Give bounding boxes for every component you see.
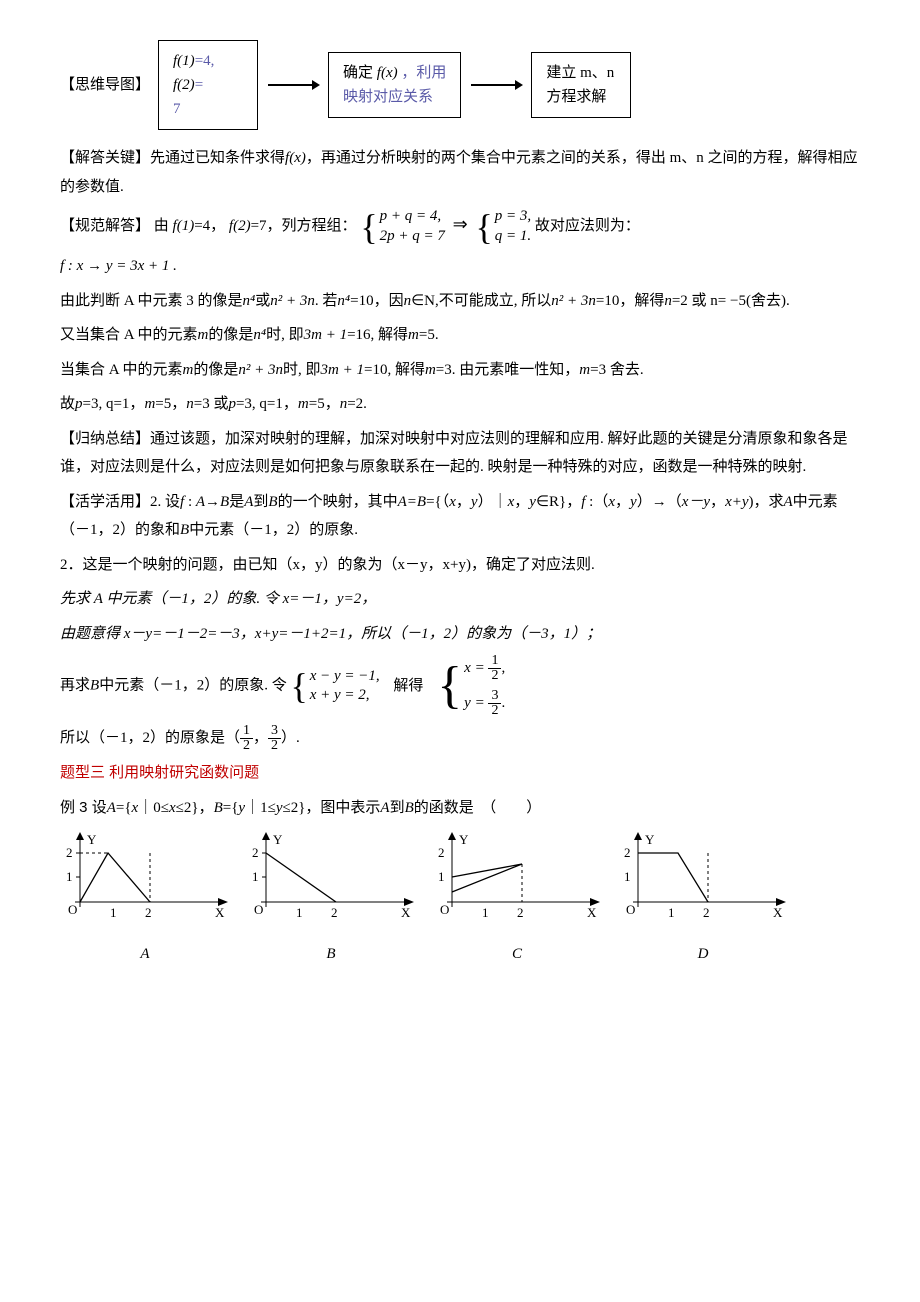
- svg-text:2: 2: [145, 905, 152, 920]
- svg-text:X: X: [587, 905, 597, 920]
- charts-row: Y X O 2 1 1 2 A Y X O 2 1 1 2 B: [60, 832, 860, 968]
- flow-box-2: 确定 f(x) ，利用 映射对应关系: [328, 52, 461, 118]
- svg-text:2: 2: [66, 845, 73, 860]
- svg-text:Y: Y: [87, 832, 97, 847]
- svg-text:1: 1: [624, 869, 631, 884]
- sol2a: 2．这是一个映射的问题，由已知（x，y）的象为（x－y，x+y)，确定了对应法则…: [60, 551, 860, 580]
- svg-text:Y: Y: [645, 832, 655, 847]
- svg-text:2: 2: [331, 905, 338, 920]
- svg-text:Y: Y: [273, 832, 283, 847]
- sol2c: 由题意得 x－y=－1－2=－3，x+y=－1+2=1，所以（－1，2）的象为（…: [60, 620, 860, 649]
- summary-para: 【归纳总结】通过该题，加深对映射的理解，加深对映射中对应法则的理解和应用. 解好…: [60, 425, 860, 482]
- svg-text:1: 1: [482, 905, 489, 920]
- svg-text:O: O: [440, 902, 449, 917]
- flow-box-3: 建立 m、n 方程求解: [531, 52, 631, 118]
- svg-text:O: O: [626, 902, 635, 917]
- svg-text:2: 2: [252, 845, 259, 860]
- equation-system: { p + q = 4, 2p + q = 7: [360, 207, 445, 246]
- flow-diagram: 【思维导图】 f(1)=4, f(2)= 7 确定 f(x) ，利用 映射对应关…: [60, 40, 860, 130]
- chart-b: Y X O 2 1 1 2 B: [246, 832, 416, 968]
- svg-text:X: X: [215, 905, 225, 920]
- case2-para: 当集合 A 中的元素m的像是n² + 3n时, 即3m + 1=10, 解得m=…: [60, 356, 860, 385]
- svg-text:1: 1: [66, 869, 73, 884]
- flow-box-1: f(1)=4, f(2)= 7: [158, 40, 258, 130]
- apply-para: 【活学活用】2. 设f : A→B是A到B的一个映射，其中A=B={（x，y）｜…: [60, 488, 860, 545]
- chart-a: Y X O 2 1 1 2 A: [60, 832, 230, 968]
- case1-para: 又当集合 A 中的元素m的像是n⁴时, 即3m + 1=16, 解得m=5.: [60, 321, 860, 350]
- svg-text:1: 1: [296, 905, 303, 920]
- key-para: 【解答关键】先通过已知条件求得f(x)，再通过分析映射的两个集合中元素之间的关系…: [60, 144, 860, 201]
- svg-text:1: 1: [110, 905, 117, 920]
- svg-text:1: 1: [668, 905, 675, 920]
- svg-text:Y: Y: [459, 832, 469, 847]
- result-para: 故p=3, q=1，m=5，n=3 或p=3, q=1，m=5，n=2.: [60, 390, 860, 419]
- svg-text:X: X: [401, 905, 411, 920]
- arrow-icon: [469, 75, 523, 95]
- svg-text:1: 1: [252, 869, 259, 884]
- svg-text:O: O: [254, 902, 263, 917]
- judge-para: 由此判断 A 中元素 3 的像是n⁴或n² + 3n. 若n⁴=10，因n∈N,…: [60, 287, 860, 316]
- svg-text:2: 2: [517, 905, 524, 920]
- arrow-icon: [266, 75, 320, 95]
- rule-para: f : x → y = 3x + 1 .: [60, 252, 860, 281]
- solve-para: 【规范解答】 由 f(1)=4， f(2)=7，列方程组： { p + q = …: [60, 207, 860, 246]
- sol2d: 再求B中元素（－1，2）的原象. 令 { x − y = −1, x + y =…: [60, 654, 860, 718]
- svg-text:2: 2: [703, 905, 710, 920]
- sol2e: 所以（－1，2）的原象是（12，32）.: [60, 724, 860, 753]
- chart-d: Y X O 2 1 1 2 D: [618, 832, 788, 968]
- svg-text:O: O: [68, 902, 77, 917]
- svg-text:1: 1: [438, 869, 445, 884]
- example-3: 例 3 设A={x｜0≤x≤2}，B={y｜1≤y≤2}，图中表示A到B的函数是…: [60, 794, 860, 823]
- svg-text:2: 2: [438, 845, 445, 860]
- sol2b: 先求 A 中元素（－1，2）的象. 令 x=－1，y=2，: [60, 585, 860, 614]
- svg-text:X: X: [773, 905, 783, 920]
- equation-system: { p = 3, q = 1.: [475, 207, 531, 246]
- flow-label: 【思维导图】: [60, 71, 150, 100]
- svg-text:2: 2: [624, 845, 631, 860]
- section-3-title: 题型三 利用映射研究函数问题: [60, 759, 860, 788]
- chart-c: Y X O 2 1 1 2 C: [432, 832, 602, 968]
